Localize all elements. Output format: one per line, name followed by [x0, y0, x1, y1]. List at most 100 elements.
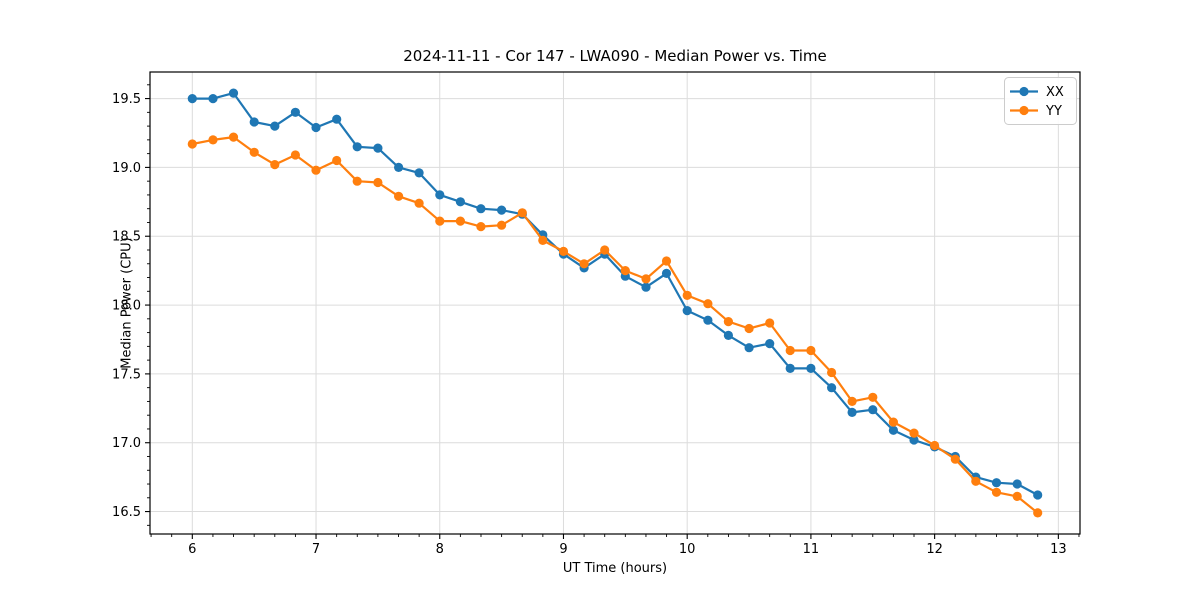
series-XX-marker: [765, 339, 775, 349]
series-YY-marker: [868, 392, 878, 402]
x-tick-label: 6: [188, 542, 196, 557]
series-XX-marker: [785, 363, 795, 373]
series-YY-marker: [208, 135, 218, 145]
series-YY-marker: [497, 220, 507, 230]
series-YY-marker: [187, 139, 197, 149]
series-XX-marker: [641, 282, 651, 292]
y-tick-label: 19.5: [112, 92, 141, 107]
series-XX-marker: [991, 478, 1002, 488]
series-YY-marker: [971, 476, 981, 486]
x-tick-label: 8: [436, 542, 444, 557]
series-XX-marker: [373, 143, 383, 153]
series-YY-marker: [228, 132, 239, 142]
legend-box: [1004, 77, 1077, 125]
series-XX-marker: [806, 363, 816, 373]
series-YY-marker: [723, 317, 734, 327]
series-YY-marker: [1012, 491, 1022, 501]
series-YY-marker: [641, 274, 651, 284]
series-YY-marker: [1033, 508, 1043, 518]
plot-area-border: [149, 71, 1081, 535]
x-tick-label: 9: [559, 542, 567, 557]
series-XX-marker: [187, 94, 197, 104]
y-tick-label: 18.0: [112, 299, 141, 314]
series-YY-marker: [352, 176, 362, 186]
series-XX-marker: [661, 268, 672, 278]
series-YY-marker: [991, 487, 1002, 497]
series-XX-marker: [476, 204, 486, 214]
series-XX-marker: [744, 343, 754, 353]
series-XX-marker: [352, 142, 362, 152]
series-YY-marker: [558, 246, 569, 256]
series-YY-marker: [703, 299, 713, 309]
legend-label: YY: [1045, 104, 1062, 119]
series-XX-marker: [435, 190, 445, 200]
series-YY-marker: [249, 147, 259, 157]
y-tick-label: 19.0: [112, 161, 141, 176]
series-XX-marker: [311, 122, 321, 133]
series-YY-marker: [888, 417, 899, 427]
y-tick-label: 17.0: [112, 436, 141, 451]
series-YY-marker: [311, 165, 321, 175]
series-XX-marker: [868, 405, 878, 415]
legend-entry-XX: XX: [1010, 85, 1064, 100]
series-YY-marker: [847, 396, 857, 406]
series-YY-marker: [476, 222, 486, 232]
x-tick-label: 11: [803, 542, 820, 557]
series-YY-marker: [270, 160, 280, 170]
series-XX-marker: [827, 383, 837, 393]
x-tick-label: 12: [926, 542, 943, 557]
legend-marker-sample: [1019, 105, 1029, 116]
series-XX-marker: [290, 107, 300, 117]
series-YY-marker: [909, 428, 919, 438]
series-YY-marker: [332, 155, 342, 166]
y-tick-label: 18.5: [112, 230, 141, 245]
series-XX-marker: [847, 407, 857, 417]
legend-marker-sample: [1019, 86, 1029, 97]
series-YY-marker: [517, 208, 527, 218]
series-YY-marker: [394, 191, 404, 201]
y-axis-ticks: 16.5 17.0 17.5 18.0 18.5 19.0 19.5: [112, 92, 150, 520]
series-XX-marker: [455, 197, 465, 207]
series-XX-marker: [703, 315, 713, 325]
series-YY-marker: [682, 290, 692, 300]
x-axis-label: UT Time (hours): [562, 561, 668, 576]
series-YY-marker: [827, 367, 837, 378]
y-tick-label: 16.5: [112, 505, 141, 520]
series-XX-marker: [888, 425, 899, 435]
series-XX-marker: [249, 117, 259, 127]
series-YY-marker: [950, 454, 960, 464]
x-tick-label: 10: [679, 542, 696, 557]
series-YY-marker: [600, 245, 610, 255]
series-YY-marker: [538, 235, 548, 245]
series-YY-marker: [620, 266, 630, 276]
series-YY-marker: [455, 216, 465, 226]
y-axis-label: Median Power (CPU): [119, 237, 135, 369]
legend: XX YY: [1004, 77, 1077, 125]
series-XX-marker: [394, 162, 404, 172]
series-XX-marker: [414, 168, 424, 178]
series-YY-marker: [661, 256, 672, 266]
series-XX-marker: [208, 94, 218, 104]
y-tick-label: 17.5: [112, 367, 141, 382]
series-XX-marker: [723, 330, 734, 340]
series-XX-marker: [228, 88, 239, 98]
series-YY: [187, 132, 1043, 518]
series-YY-marker: [785, 345, 795, 356]
series-XX-marker: [1033, 490, 1043, 500]
series-XX-marker: [682, 306, 692, 316]
series-YY-marker: [290, 150, 300, 160]
series-YY-marker: [435, 216, 445, 226]
series-YY-marker: [806, 345, 816, 356]
series-YY-marker: [744, 323, 754, 334]
legend-entry-YY: YY: [1010, 104, 1062, 119]
legend-label: XX: [1046, 85, 1064, 100]
x-axis-ticks: 6 7 8 9 10 11 12 13: [188, 534, 1067, 557]
x-tick-label: 7: [312, 542, 320, 557]
series-XX-marker: [270, 121, 280, 131]
series-YY-marker: [414, 198, 424, 208]
series-YY-marker: [373, 177, 383, 188]
series-XX-marker: [332, 114, 342, 124]
chart-title: 2024-11-11 - Cor 147 - LWA090 - Median P…: [403, 47, 827, 65]
